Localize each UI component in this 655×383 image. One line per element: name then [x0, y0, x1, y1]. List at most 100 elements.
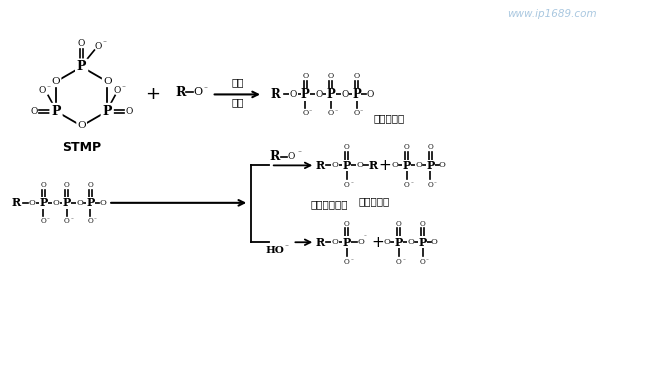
Text: O: O	[41, 216, 46, 224]
Text: ⁻: ⁻	[410, 183, 413, 188]
Text: P: P	[51, 105, 61, 118]
Text: R: R	[175, 86, 185, 99]
Text: 一磷酸二多糖: 一磷酸二多糖	[310, 199, 348, 209]
Text: O: O	[344, 142, 350, 151]
Text: O: O	[288, 152, 295, 161]
Text: R: R	[316, 160, 325, 171]
Text: O: O	[354, 72, 360, 80]
Text: R: R	[12, 197, 21, 208]
Text: O: O	[29, 199, 36, 207]
Text: P: P	[77, 61, 86, 73]
Text: O: O	[64, 216, 69, 224]
Text: O: O	[341, 90, 348, 99]
Text: ⁻: ⁻	[402, 259, 405, 265]
Text: +: +	[379, 158, 392, 173]
Text: www.ip1689.com: www.ip1689.com	[508, 9, 597, 19]
Text: O: O	[428, 142, 434, 151]
Text: R: R	[271, 88, 280, 101]
Text: 反应: 反应	[231, 97, 244, 107]
Text: O: O	[95, 42, 102, 51]
Text: O: O	[404, 142, 410, 151]
Text: HO: HO	[265, 246, 284, 255]
Text: O: O	[302, 109, 309, 117]
Text: O: O	[356, 161, 363, 169]
Text: O: O	[404, 181, 410, 189]
Text: O: O	[39, 86, 46, 95]
Text: O: O	[52, 77, 60, 86]
Text: O: O	[113, 86, 121, 95]
Text: ⁻: ⁻	[297, 148, 301, 157]
Text: R: R	[270, 150, 280, 163]
Text: P: P	[327, 88, 335, 101]
Text: ⁻: ⁻	[121, 83, 125, 92]
Text: ⁻: ⁻	[434, 183, 437, 188]
Text: O: O	[76, 199, 83, 207]
Text: O: O	[328, 109, 334, 117]
Text: O: O	[396, 219, 402, 228]
Text: P: P	[301, 88, 310, 101]
Text: O: O	[316, 90, 323, 99]
Text: O: O	[431, 238, 438, 246]
Text: P: P	[343, 160, 351, 171]
Text: O: O	[439, 161, 446, 169]
Text: 单糖三磷酸: 单糖三磷酸	[373, 113, 405, 123]
Text: ⁻: ⁻	[102, 39, 106, 47]
Text: O: O	[420, 258, 426, 266]
Text: P: P	[102, 105, 112, 118]
Text: P: P	[403, 160, 411, 171]
Text: P: P	[63, 197, 71, 208]
Text: ⁻: ⁻	[309, 111, 312, 116]
Text: P: P	[343, 237, 351, 248]
Text: STMP: STMP	[62, 141, 101, 154]
Text: R: R	[369, 160, 378, 171]
Text: O: O	[357, 238, 364, 246]
Text: ⁻: ⁻	[426, 259, 429, 265]
Text: P: P	[395, 237, 403, 248]
Text: ⁻: ⁻	[285, 243, 289, 252]
Text: ⁻: ⁻	[46, 83, 50, 92]
Text: O: O	[420, 219, 426, 228]
Text: 单糖一磷酸: 单糖一磷酸	[359, 196, 390, 206]
Text: ⁻: ⁻	[94, 218, 97, 223]
Text: R: R	[316, 237, 325, 248]
Text: +: +	[145, 85, 160, 103]
Text: O: O	[331, 161, 339, 169]
Text: O: O	[354, 109, 360, 117]
Text: ⁻: ⁻	[364, 236, 367, 241]
Text: P: P	[86, 197, 94, 208]
Text: O: O	[77, 121, 86, 131]
Text: O: O	[392, 161, 398, 169]
Text: ⁻: ⁻	[47, 218, 50, 223]
Text: O: O	[88, 216, 94, 224]
Text: O: O	[41, 181, 46, 189]
Text: O: O	[331, 238, 339, 246]
Text: P: P	[419, 237, 426, 248]
Text: O: O	[428, 181, 434, 189]
Text: ⁻: ⁻	[334, 111, 337, 116]
Text: ⁻: ⁻	[350, 259, 353, 265]
Text: O: O	[100, 199, 107, 207]
Text: O: O	[103, 77, 111, 86]
Text: ⁻: ⁻	[350, 183, 353, 188]
Text: O: O	[407, 238, 414, 246]
Text: O: O	[290, 90, 297, 99]
Text: O: O	[396, 258, 402, 266]
Text: ⁻: ⁻	[70, 218, 73, 223]
Text: O: O	[78, 39, 85, 47]
Text: O: O	[344, 219, 350, 228]
Text: O: O	[302, 72, 309, 80]
Text: 亲核: 亲核	[231, 78, 244, 88]
Text: O: O	[367, 90, 374, 99]
Text: O: O	[328, 72, 334, 80]
Text: ⁻: ⁻	[204, 84, 208, 93]
Text: P: P	[426, 160, 435, 171]
Text: O: O	[344, 258, 350, 266]
Text: O: O	[52, 199, 60, 207]
Text: O: O	[415, 161, 422, 169]
Text: O: O	[193, 87, 202, 97]
Text: O: O	[344, 181, 350, 189]
Text: O: O	[125, 107, 132, 116]
Text: O: O	[64, 181, 69, 189]
Text: O: O	[31, 107, 38, 116]
Text: +: +	[371, 235, 384, 250]
